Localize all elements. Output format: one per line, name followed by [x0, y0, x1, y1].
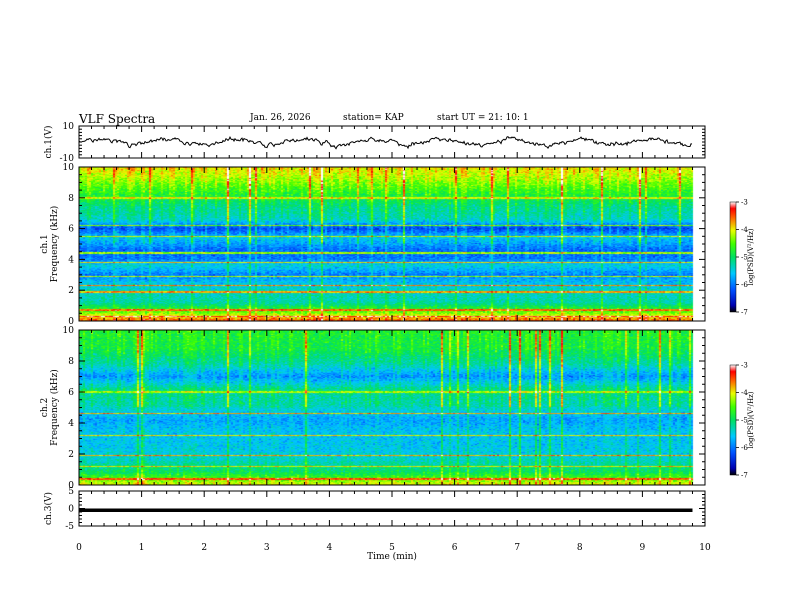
time-xtick-label: 4: [327, 543, 333, 553]
time-xtick-label: 8: [577, 543, 583, 553]
ch2-colorbar-tick-label: -5: [741, 417, 748, 425]
ch3-waveform-ylabel: ch.3(V): [43, 492, 54, 525]
ch1-spectrogram-ytick-label: 4: [68, 255, 74, 265]
ch1-spectrogram-ytick-label: 2: [68, 286, 74, 296]
ch2-colorbar: [729, 364, 737, 476]
ch1-colorbar-tick-label: -5: [741, 254, 748, 262]
ch1-colorbar-tick-label: -6: [741, 281, 748, 289]
ch1-spectrogram-ylabel-frequency: Frequency (kHz): [49, 206, 60, 283]
ch1-colorbar-label: log(PSD)(V²/Hz): [747, 228, 755, 285]
time-xlabel: Time (min): [367, 551, 417, 562]
ch1-spectrogram-ytick-label: 8: [68, 194, 74, 204]
ch3-waveform-ytick-label: -5: [65, 522, 74, 532]
time-xtick-label: 3: [264, 543, 270, 553]
spectrogram-ch2-image: [79, 330, 705, 485]
ch2-spectrogram-ytick-label: 0: [68, 481, 74, 491]
time-xtick-label: 9: [640, 543, 646, 553]
ch2-colorbar-tick-label: -7: [741, 472, 748, 480]
ch1-colorbar-tick-label: -3: [741, 199, 748, 207]
start-time-label: start UT = 21: 10: 1: [437, 113, 529, 123]
station-label: station= KAP: [343, 113, 404, 123]
ch1-spectrogram-ytick-label: 0: [68, 317, 74, 327]
ch2-spectrogram-ytick-label: 6: [68, 388, 74, 398]
ch2-spectrogram-ytick-label: 10: [63, 326, 75, 336]
ch2-colorbar-label: log(PSD)(V²/Hz): [747, 391, 755, 448]
ch2-colorbar-tick-label: -6: [741, 444, 748, 452]
ch2-spectrogram-ytick-label: 2: [68, 450, 74, 460]
ch1-waveform-ylabel: ch.1(V): [43, 126, 54, 159]
ch1-spectrogram-ytick-label: 6: [68, 225, 74, 235]
ch2-spectrogram-ylabel-channel: ch.2: [40, 398, 50, 417]
ch2-colorbar-tick-label: -3: [741, 362, 748, 370]
time-xtick-label: 0: [76, 543, 82, 553]
ch1-waveform-ytick-label: -10: [60, 154, 75, 164]
date-label: Jan. 26, 2026: [250, 113, 311, 123]
spectrogram-ch1-image: [79, 167, 705, 321]
ch3-waveform-ytick-label: 5: [68, 487, 74, 497]
time-xtick-label: 7: [514, 543, 520, 553]
time-xtick-label: 10: [699, 543, 711, 553]
ch2-spectrogram-ytick-label: 4: [68, 419, 74, 429]
ch1-colorbar-tick-label: -4: [741, 226, 748, 234]
ch2-spectrogram-ylabel-frequency: Frequency (kHz): [49, 369, 60, 446]
ch1-colorbar: [729, 201, 737, 313]
time-xtick-label: 6: [452, 543, 458, 553]
time-xtick-label: 5: [389, 543, 395, 553]
ch1-waveform-ytick-label: 10: [63, 122, 75, 132]
ch3-waveform-ytick-label: 0: [68, 505, 74, 515]
ch2-spectrogram-ytick-label: 8: [68, 357, 74, 367]
ch2-colorbar-tick-label: -4: [741, 389, 748, 397]
ch1-waveform-series-line: [79, 135, 693, 150]
ch3-waveform-series-band: [79, 508, 693, 512]
chart-title: VLF Spectra: [79, 112, 156, 126]
time-xtick-label: 1: [139, 543, 145, 553]
ch1-colorbar-tick-label: -7: [741, 309, 748, 317]
ch1-spectrogram-ylabel-channel: ch.1: [40, 234, 50, 253]
time-xtick-label: 2: [201, 543, 207, 553]
ch1-spectrogram-ytick-label: 10: [63, 163, 75, 173]
